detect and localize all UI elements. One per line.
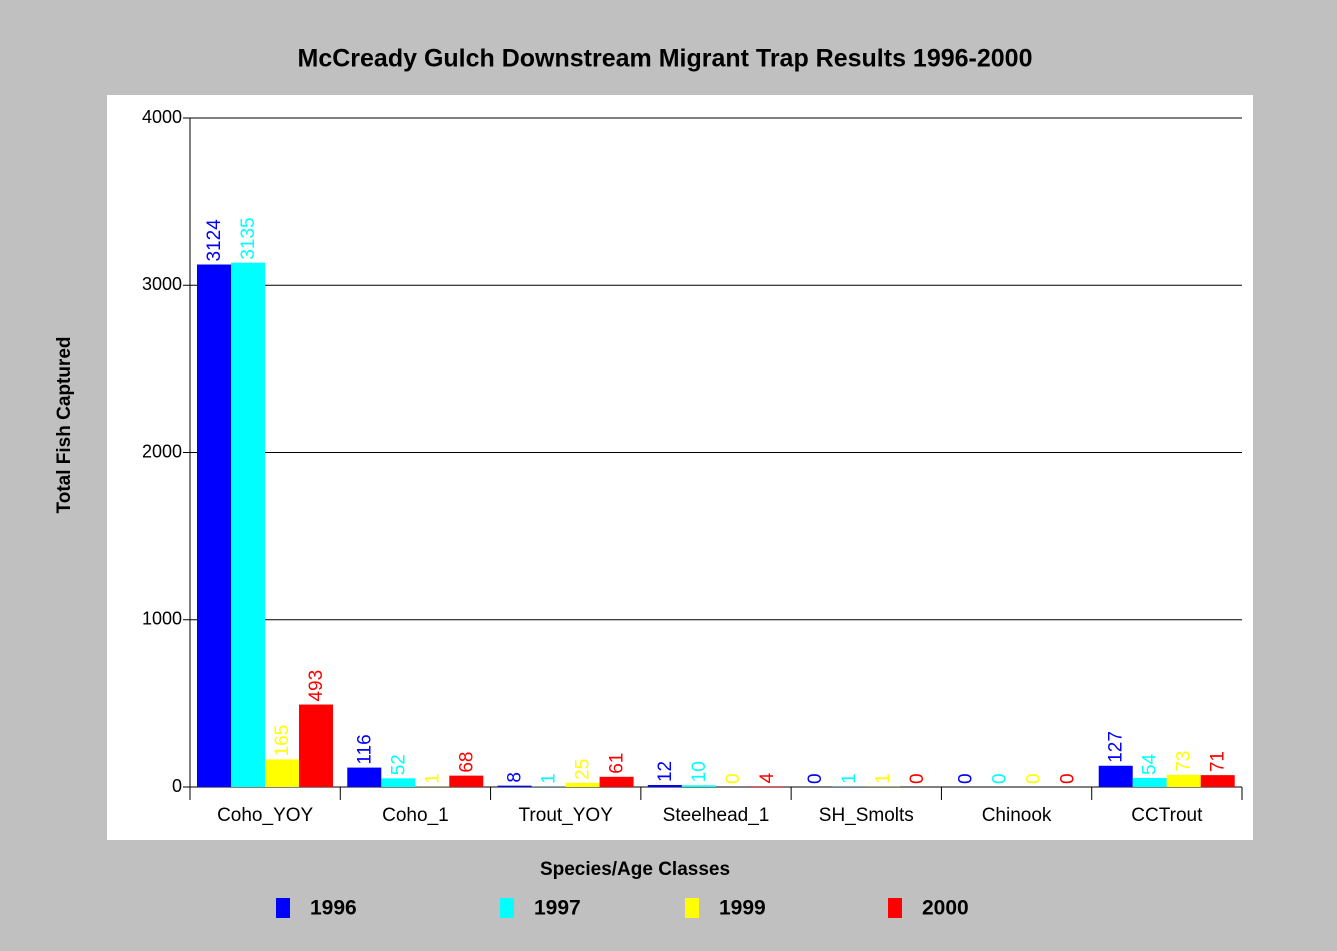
legend-swatch <box>888 898 902 918</box>
data-label: 0 <box>989 773 1010 784</box>
legend-label: 1997 <box>534 897 581 920</box>
data-label: 165 <box>272 725 293 757</box>
chart-title: McCready Gulch Downstream Migrant Trap R… <box>298 45 1033 73</box>
bar <box>347 767 382 787</box>
data-label: 0 <box>805 773 826 784</box>
data-label: 61 <box>607 753 628 774</box>
legend-swatch <box>685 898 699 918</box>
bar <box>1098 765 1133 787</box>
data-label: 71 <box>1208 751 1229 772</box>
data-label: 1 <box>539 773 560 784</box>
x-axis-label: Species/Age Classes <box>540 859 730 880</box>
bar <box>265 759 299 787</box>
data-label: 116 <box>354 734 375 764</box>
y-tick-label: 1000 <box>142 609 182 629</box>
legend-swatch <box>276 898 290 918</box>
data-label: 12 <box>655 761 676 782</box>
bar <box>1166 774 1201 787</box>
bar <box>681 785 716 787</box>
data-label: 68 <box>456 751 477 772</box>
legend-label: 1996 <box>310 897 357 920</box>
data-label: 1 <box>839 773 860 784</box>
data-label: 4 <box>757 772 778 783</box>
data-label: 0 <box>1057 773 1078 784</box>
x-tick-label: Chinook <box>982 805 1052 826</box>
data-label: 127 <box>1106 731 1127 763</box>
x-tick-label: Coho_YOY <box>217 805 313 826</box>
bar <box>381 778 416 787</box>
data-label: 0 <box>723 773 744 784</box>
data-label: 3135 <box>238 217 259 259</box>
bar <box>647 784 682 787</box>
bar <box>299 704 333 787</box>
bar <box>1200 775 1235 787</box>
x-tick-label: SH_Smolts <box>819 805 914 826</box>
plot-area <box>107 95 1253 840</box>
data-label: 52 <box>388 754 409 775</box>
data-label: 0 <box>955 773 976 784</box>
data-label: 10 <box>689 761 710 782</box>
y-tick-label: 4000 <box>142 107 182 127</box>
x-tick-label: Coho_1 <box>382 805 449 826</box>
data-label: 54 <box>1140 753 1161 775</box>
bar <box>1132 777 1167 787</box>
legend-swatch <box>500 898 514 918</box>
data-label: 0 <box>1023 773 1044 784</box>
x-tick-label: CCTrout <box>1131 805 1203 826</box>
data-label: 1 <box>873 773 894 784</box>
x-tick-label: Steelhead_1 <box>663 805 770 826</box>
data-label: 3124 <box>204 219 225 262</box>
bar <box>449 775 484 787</box>
legend-label: 2000 <box>922 897 969 920</box>
bar <box>197 264 231 787</box>
bar <box>565 782 600 787</box>
legend-label: 1999 <box>719 897 766 920</box>
bar <box>231 262 265 787</box>
data-label: 493 <box>306 670 327 702</box>
data-label: 73 <box>1174 751 1195 772</box>
data-label: 25 <box>573 759 594 780</box>
y-axis-label: Total Fish Captured <box>54 337 75 514</box>
x-tick-label: Trout_YOY <box>519 805 614 826</box>
bar <box>599 776 634 787</box>
y-tick-label: 0 <box>172 776 182 796</box>
y-tick-label: 2000 <box>142 441 182 461</box>
data-label: 8 <box>505 772 526 783</box>
data-label: 0 <box>907 773 928 784</box>
bar <box>749 786 784 787</box>
y-tick-label: 3000 <box>142 274 182 294</box>
bar <box>497 785 532 787</box>
data-label: 1 <box>422 773 443 784</box>
